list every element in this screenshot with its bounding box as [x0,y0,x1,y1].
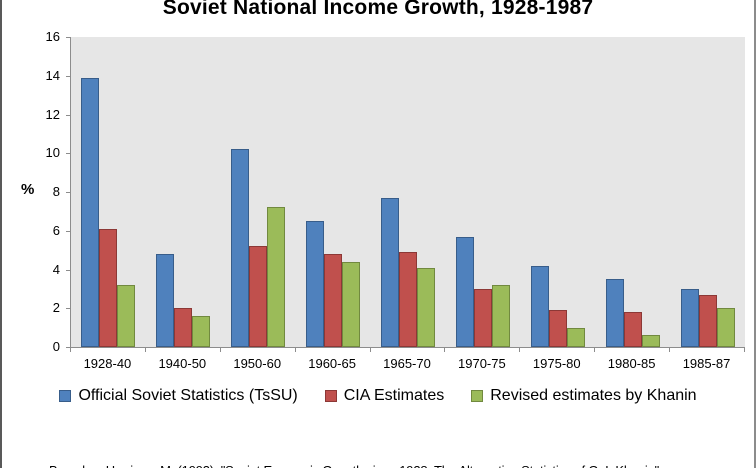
legend-marker-cia-icon [324,390,337,402]
bar-tssu-1975-80 [530,266,549,347]
y-tick-mark-2 [66,308,70,310]
x-tick-mark-4 [369,348,371,352]
bar-tssu-1950-60 [231,149,250,347]
chart-title: Soviet National Income Growth, 1928-1987 [162,0,594,19]
x-category-label-1950-60: 1950-60 [233,356,282,371]
x-category-label-1975-80: 1975-80 [532,356,581,371]
x-tick-mark-7 [594,348,596,352]
y-tick-label-10: 10 [45,145,60,161]
y-tick-label-8: 8 [52,184,60,199]
bar-tssu-1965-70 [381,198,399,347]
bar-cia-1965-70 [399,252,417,347]
bar-khanin-1975-80 [566,328,585,347]
plot-area [70,37,745,348]
legend-item-cia: CIA Estimates [324,387,445,405]
bar-khanin-1940-50 [192,316,211,347]
y-tick-mark-6 [66,230,70,232]
y-tick-mark-14 [66,75,70,77]
bar-khanin-1980-85 [641,335,660,347]
legend-item-tssu: Official Soviet Statistics (TsSU) [59,387,298,405]
x-tick-mark-6 [519,348,521,352]
bar-tssu-1928-40 [81,78,100,347]
x-category-label-1928-40: 1928-40 [83,356,132,371]
legend-marker-khanin-icon [471,390,484,402]
y-tick-label-14: 14 [45,67,60,83]
legend-marker-tssu-icon [59,390,72,402]
legend-label-tssu: Official Soviet Statistics (TsSU) [78,387,298,404]
legend: Official Soviet Statistics (TsSU) CIA Est… [2,387,754,405]
bar-cia-1985-87 [698,295,717,347]
bar-cia-1980-85 [623,312,642,347]
x-tick-mark-9 [744,348,745,352]
bar-cia-1928-40 [99,229,118,347]
bar-tssu-1970-75 [455,237,474,347]
bar-tssu-1985-87 [680,289,699,347]
y-tick-label-4: 4 [52,261,60,277]
x-tick-mark-0 [70,348,71,352]
legend-item-khanin: Revised estimates by Khanin [471,387,697,405]
y-tick-mark-0 [66,347,70,348]
y-tick-mark-12 [66,114,70,116]
x-tick-mark-1 [144,348,146,352]
x-tick-mark-3 [294,348,296,352]
bar-cia-1975-80 [548,310,567,347]
bar-cia-1950-60 [249,246,268,347]
y-tick-mark-10 [66,153,70,155]
x-category-label-1980-85: 1980-85 [607,356,656,371]
source-caption: Based on Harrison, M. (1993), "Soviet Ec… [49,427,746,468]
bar-cia-1960-65 [324,254,343,347]
y-tick-mark-16 [66,37,70,38]
y-tick-mark-4 [66,269,70,271]
y-tick-mark-8 [66,192,70,193]
y-tick-label-0: 0 [52,339,60,354]
y-tick-label-6: 6 [52,222,60,238]
legend-label-cia: CIA Estimates [343,387,445,404]
bar-cia-1970-75 [473,289,492,347]
source-caption-line1: Based on Harrison, M. (1993), "Soviet Ec… [49,462,746,468]
x-category-label-1960-65: 1960-65 [308,356,356,371]
y-axis-title: % [21,181,35,198]
x-category-label-1940-50: 1940-50 [158,356,207,371]
bar-khanin-1965-70 [417,268,435,347]
x-category-label-1970-75: 1970-75 [458,356,506,371]
bar-khanin-1928-40 [117,285,136,347]
x-tick-mark-2 [219,348,221,352]
x-category-label-1985-87: 1985-87 [682,356,731,371]
x-tick-mark-8 [669,348,671,352]
x-category-label-1965-70: 1965-70 [383,356,431,371]
bar-tssu-1960-65 [306,221,325,347]
bar-khanin-1960-65 [342,262,361,347]
bar-khanin-1950-60 [267,207,286,347]
y-tick-label-16: 16 [45,29,60,44]
x-tick-mark-5 [444,348,446,352]
bar-khanin-1970-75 [491,285,510,347]
bar-tssu-1940-50 [156,254,175,347]
legend-label-khanin: Revised estimates by Khanin [490,387,697,404]
bar-khanin-1985-87 [716,308,735,347]
bar-cia-1940-50 [174,308,193,347]
y-tick-label-2: 2 [52,300,60,316]
y-tick-label-12: 12 [45,106,60,122]
bar-tssu-1980-85 [605,279,624,347]
